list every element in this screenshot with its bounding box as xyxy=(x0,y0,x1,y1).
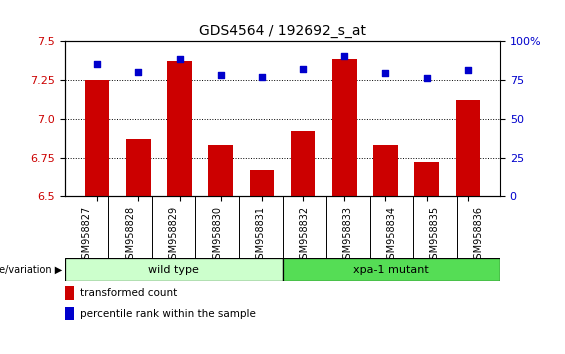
Text: GSM958834: GSM958834 xyxy=(386,206,396,265)
Point xyxy=(422,75,431,81)
Bar xyxy=(65,307,74,320)
Text: transformed count: transformed count xyxy=(80,288,177,298)
Text: GSM958828: GSM958828 xyxy=(125,206,135,265)
Bar xyxy=(250,170,274,196)
Text: GSM958831: GSM958831 xyxy=(256,206,266,265)
Text: GSM958827: GSM958827 xyxy=(82,206,92,265)
Text: xpa-1 mutant: xpa-1 mutant xyxy=(353,265,429,275)
Bar xyxy=(332,59,357,196)
Point xyxy=(340,53,349,59)
Text: wild type: wild type xyxy=(148,265,199,275)
Bar xyxy=(65,258,282,281)
Bar xyxy=(208,145,233,196)
Text: GSM958835: GSM958835 xyxy=(430,206,440,265)
Point xyxy=(463,68,472,73)
Bar xyxy=(85,80,110,196)
Point xyxy=(175,57,184,62)
Bar xyxy=(414,162,439,196)
Point xyxy=(381,70,390,76)
Point xyxy=(298,66,307,72)
Text: GSM958832: GSM958832 xyxy=(299,206,309,265)
Bar xyxy=(373,145,398,196)
Bar xyxy=(455,100,480,196)
Text: GSM958836: GSM958836 xyxy=(473,206,483,265)
Bar xyxy=(291,131,315,196)
Text: percentile rank within the sample: percentile rank within the sample xyxy=(80,309,256,319)
Bar xyxy=(167,61,192,196)
Text: GSM958830: GSM958830 xyxy=(212,206,222,265)
Point xyxy=(134,69,143,75)
Title: GDS4564 / 192692_s_at: GDS4564 / 192692_s_at xyxy=(199,24,366,38)
Text: GSM958833: GSM958833 xyxy=(343,206,353,265)
Text: genotype/variation ▶: genotype/variation ▶ xyxy=(0,265,62,275)
Bar xyxy=(282,258,500,281)
Text: GSM958829: GSM958829 xyxy=(169,206,179,265)
Point xyxy=(216,72,225,78)
Bar xyxy=(126,139,151,196)
Bar xyxy=(65,286,74,299)
Point xyxy=(258,74,267,79)
Point xyxy=(93,61,102,67)
